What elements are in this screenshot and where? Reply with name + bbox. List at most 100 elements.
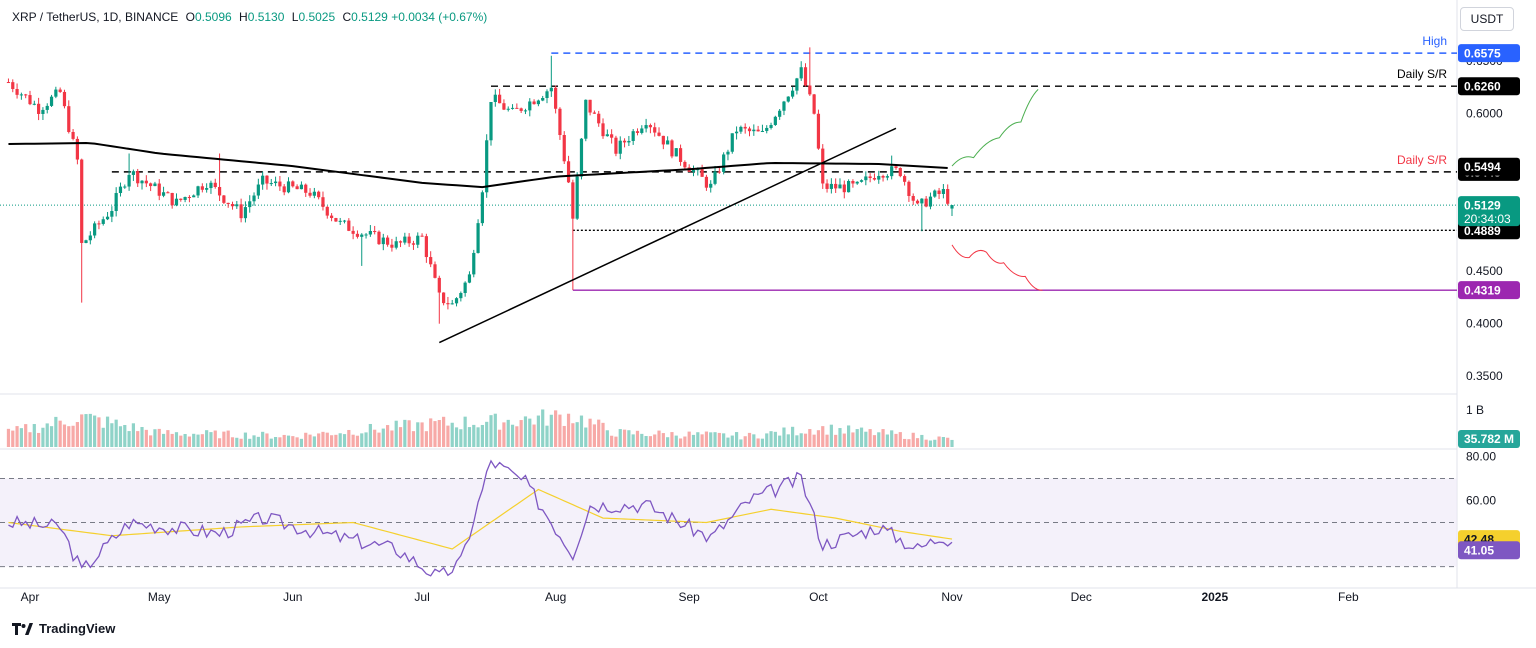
volume-bar (183, 433, 187, 447)
candle-body (459, 293, 463, 299)
tradingview-logo-icon (12, 622, 33, 635)
volume-bar (928, 440, 933, 447)
volume-bar (355, 435, 360, 447)
candle-body (226, 202, 230, 205)
candle-body (360, 234, 364, 237)
candle-body (773, 116, 777, 125)
candle-body (321, 197, 325, 207)
high-level-caption: High (1422, 34, 1447, 48)
currency-unit-button[interactable]: USDT (1460, 7, 1514, 31)
candle-body (75, 138, 79, 160)
candle-body (515, 107, 519, 109)
volume-bar (291, 436, 295, 447)
volume-bar (648, 436, 653, 447)
volume-bar (450, 422, 454, 447)
volume-bar (678, 438, 683, 447)
volume-bar (347, 429, 351, 447)
candle-body (446, 303, 450, 305)
volume-bar (325, 432, 329, 447)
volume-bar (381, 428, 385, 447)
volume-bar (209, 432, 213, 447)
volume-bar (41, 427, 45, 447)
candle-body (325, 206, 329, 216)
candle-body (15, 89, 19, 95)
low-label: L (291, 10, 299, 24)
volume-bar (541, 409, 545, 447)
candle-body (373, 231, 377, 233)
volume-bar (187, 436, 192, 447)
candle-body (734, 131, 739, 134)
volume-bar (67, 426, 71, 447)
volume-bar (304, 432, 308, 447)
symbol-title[interactable]: XRP / TetherUS, 1D, BINANCE (12, 10, 179, 24)
volume-bar (136, 431, 140, 447)
volume-bar (420, 422, 424, 447)
volume-bar (691, 434, 696, 447)
volume-bar (859, 427, 864, 447)
volume-bar (933, 439, 937, 447)
candle-body (442, 292, 446, 304)
candle-body (627, 140, 631, 143)
candle-body (825, 183, 829, 189)
volume-bar (88, 413, 92, 447)
candle-body (467, 274, 472, 283)
volume-bar (704, 431, 709, 447)
volume-bar (71, 425, 75, 447)
volume-bar (123, 424, 127, 447)
volume-bar (773, 431, 777, 447)
candle-body (261, 175, 265, 185)
rsi-line (8, 459, 953, 577)
volume-bar (454, 427, 459, 447)
candle-countdown-text: 20:34:03 (1464, 212, 1511, 226)
level-price-badge-text: 0.4319 (1464, 284, 1501, 298)
candle-body (200, 186, 204, 190)
volume-bar (476, 427, 480, 447)
candle-body (713, 171, 717, 184)
volume-bar (282, 434, 286, 447)
candle-body (752, 129, 756, 132)
candle-body (622, 140, 627, 143)
volume-bar (523, 416, 528, 447)
volume-bar (851, 432, 855, 447)
candle-body (6, 82, 11, 84)
candle-body (179, 198, 183, 200)
volume-bar (6, 428, 11, 447)
volume-bar (390, 430, 394, 447)
volume-bar (24, 424, 28, 447)
volume-bar (338, 433, 342, 447)
candle-body (411, 243, 416, 245)
time-tick-label: Feb (1338, 590, 1359, 604)
candle-body (510, 107, 515, 109)
candle-body (877, 175, 881, 180)
candle-body (308, 192, 312, 196)
volume-bar (342, 434, 347, 447)
volume-bar (407, 420, 411, 447)
volume-bar (144, 429, 148, 447)
volume-bar (786, 434, 790, 447)
volume-bar (790, 426, 795, 447)
candle-body (49, 96, 54, 106)
volume-bar (442, 416, 446, 447)
candle-body (93, 223, 97, 236)
candle-body (101, 219, 105, 224)
candle-body (54, 89, 58, 97)
candle-body (291, 181, 295, 187)
volume-bar (808, 429, 812, 447)
tradingview-logo[interactable]: TradingView (12, 621, 115, 636)
volume-bar (937, 436, 941, 447)
candle-body (709, 183, 713, 188)
candle-body (821, 148, 825, 184)
volume-bar (536, 415, 540, 447)
time-tick-label: Nov (941, 590, 962, 604)
high-value: 0.5130 (247, 10, 285, 24)
candle-body (872, 178, 877, 180)
candle-body (678, 148, 683, 162)
level-lines: High Daily S/R Daily S/R (0, 34, 1457, 291)
candle-body (700, 169, 704, 177)
candle-body (278, 181, 282, 187)
volume-bar (286, 435, 291, 447)
volume-bar (105, 416, 110, 447)
candle-body (502, 103, 506, 110)
